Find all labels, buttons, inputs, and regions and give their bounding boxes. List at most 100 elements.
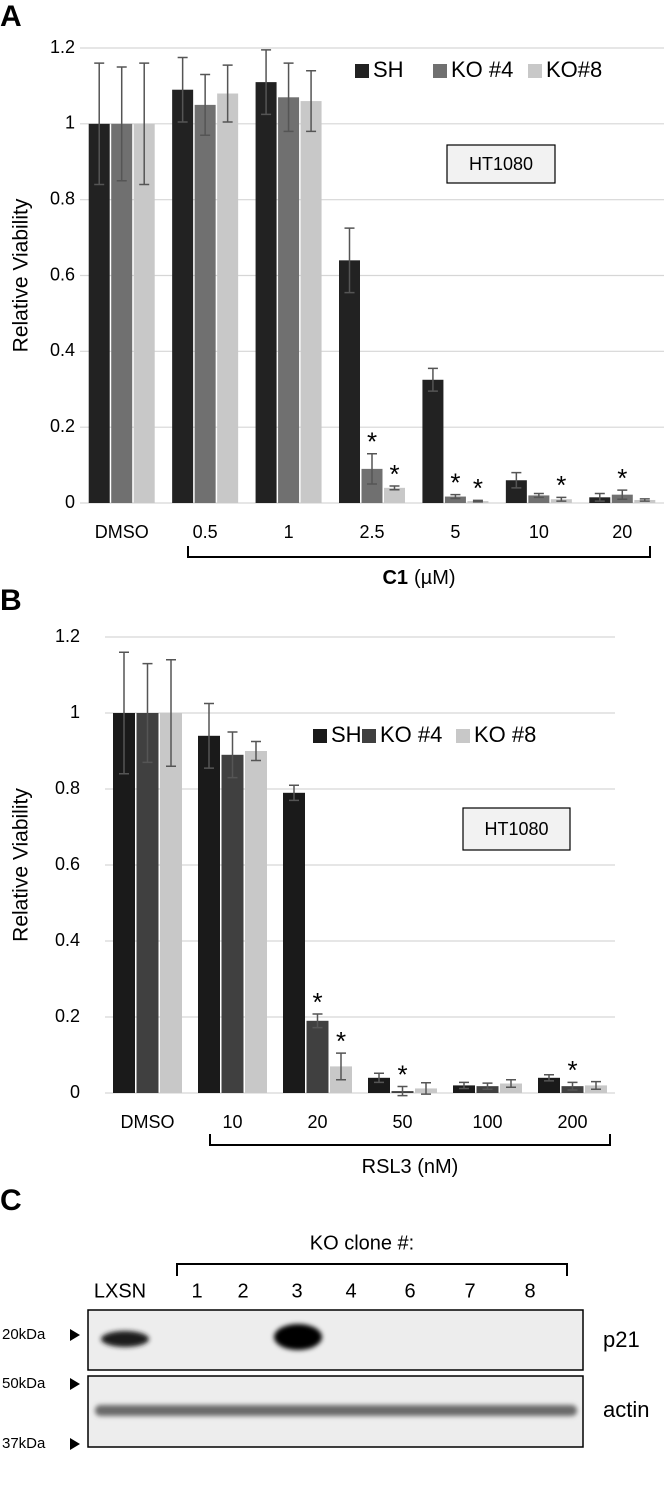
- significance-star: *: [617, 463, 627, 493]
- bracket: [209, 1134, 611, 1146]
- error-bar: [506, 1078, 516, 1089]
- bracket: [176, 1263, 568, 1276]
- legend-label: SH: [331, 722, 362, 747]
- y-tick-label: 0.2: [50, 416, 75, 436]
- legend-label: KO #4: [451, 57, 513, 82]
- error-bar: [116, 66, 127, 182]
- bar: [422, 379, 444, 503]
- y-tick-label: 1.2: [55, 626, 80, 646]
- y-axis-label: Relative Viability: [10, 788, 33, 942]
- bar: [160, 713, 182, 1093]
- group-label: KO clone #:: [310, 1232, 415, 1254]
- y-tick-label: 0.8: [55, 778, 80, 798]
- error-bar: [306, 70, 317, 133]
- significance-star: *: [556, 470, 566, 500]
- bar: [528, 495, 550, 503]
- error-bar: [200, 73, 211, 136]
- significance-star: *: [567, 1055, 577, 1085]
- y-tick-label: 0.2: [55, 1006, 80, 1026]
- bracket: [187, 546, 651, 558]
- legend-label: KO #8: [474, 722, 536, 747]
- error-bar: [336, 1052, 346, 1081]
- significance-star: *: [367, 427, 377, 457]
- error-bar: [374, 1072, 384, 1084]
- y-tick-label: 0: [65, 492, 75, 512]
- error-bar: [344, 227, 355, 294]
- error-bar: [166, 659, 176, 767]
- y-tick-label: 1: [70, 702, 80, 722]
- bar: [198, 735, 220, 1093]
- annotation-text: HT1080: [484, 819, 548, 839]
- lane-label: 6: [404, 1280, 415, 1302]
- legend-swatch: [362, 729, 376, 743]
- x-tick-label: 50: [392, 1112, 412, 1132]
- bar: [283, 792, 305, 1093]
- bar: [172, 89, 194, 503]
- error-bar: [283, 62, 294, 133]
- error-bar: [459, 1081, 469, 1090]
- y-tick-label: 0.4: [55, 930, 80, 950]
- x-axis-label-part: RSL3 (nM): [362, 1156, 459, 1178]
- bar: [500, 1083, 522, 1093]
- lane-label: 8: [524, 1280, 535, 1302]
- x-tick-label: 20: [307, 1112, 327, 1132]
- x-tick-label: 10: [222, 1112, 242, 1132]
- annotation-text: HT1080: [469, 154, 533, 174]
- x-tick-label: 5: [450, 522, 460, 542]
- panel-label: A: [0, 0, 22, 33]
- error-bar: [591, 1080, 601, 1090]
- bar: [384, 487, 405, 503]
- y-tick-label: 1: [65, 113, 75, 133]
- significance-star: *: [336, 1026, 346, 1056]
- error-bar: [544, 1074, 554, 1082]
- x-tick-label: 100: [472, 1112, 502, 1132]
- error-bar: [472, 499, 483, 503]
- x-tick-label: 10: [529, 522, 549, 542]
- y-tick-label: 0: [70, 1082, 80, 1102]
- marker-arrow: [70, 1378, 80, 1390]
- x-axis-label-part: C1: [382, 567, 408, 589]
- marker-arrow: [70, 1329, 80, 1341]
- error-bar: [639, 498, 650, 502]
- bar: [221, 754, 244, 1093]
- panel-label: B: [0, 584, 22, 617]
- error-bar: [482, 1082, 493, 1090]
- bar: [88, 123, 110, 503]
- bar: [113, 713, 135, 1093]
- bar: [194, 104, 216, 503]
- error-bar: [421, 1081, 431, 1095]
- band: [95, 1405, 577, 1416]
- error-bar: [594, 492, 605, 502]
- protein-label: p21: [603, 1327, 640, 1352]
- x-axis-label: RSL3 (nM): [362, 1156, 459, 1178]
- significance-star: *: [397, 1059, 407, 1089]
- blot-membrane: [87, 1309, 584, 1371]
- lane-label: 1: [191, 1280, 202, 1302]
- bar: [136, 713, 159, 1093]
- error-bar: [139, 62, 150, 186]
- bar: [133, 123, 155, 503]
- x-tick-label: DMSO: [121, 1112, 175, 1132]
- error-bar: [177, 56, 188, 123]
- significance-star: *: [389, 459, 399, 489]
- error-bar: [617, 489, 628, 500]
- bar: [111, 123, 133, 503]
- x-tick-label: 2.5: [359, 522, 384, 542]
- bar: [368, 1077, 390, 1093]
- legend-swatch: [528, 64, 542, 78]
- legend-label: KO #4: [380, 722, 442, 747]
- bar: [278, 97, 300, 504]
- bar: [255, 82, 277, 503]
- error-bar: [367, 452, 377, 485]
- bar: [538, 1077, 560, 1093]
- error-bar: [119, 651, 129, 775]
- error-bar: [312, 1013, 323, 1029]
- error-bar: [556, 496, 567, 502]
- error-bar: [261, 49, 272, 116]
- y-tick-label: 0.6: [55, 854, 80, 874]
- legend-swatch: [456, 729, 470, 743]
- x-tick-label: 1: [284, 522, 294, 542]
- bar: [361, 468, 383, 503]
- legend-swatch: [313, 729, 327, 743]
- x-tick-label: 20: [612, 522, 632, 542]
